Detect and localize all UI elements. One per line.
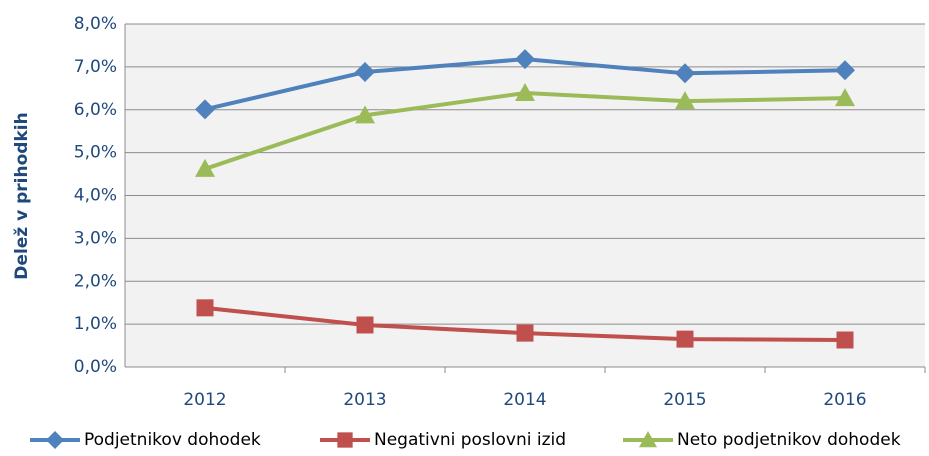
marker [356,316,374,334]
y-tick-label: 3,0% [74,228,117,248]
y-tick-label: 2,0% [74,271,117,291]
legend-label: Neto podjetnikov dohodek [677,430,901,450]
marker [195,158,215,177]
marker [355,105,375,124]
y-tick-label: 6,0% [74,100,117,120]
y-axis-label: Delež v prihodkih [12,112,32,279]
marker [836,331,854,349]
marker [675,91,695,110]
x-tick-label: 2014 [503,390,546,410]
x-tick-label: 2015 [663,390,706,410]
y-tick-label: 7,0% [74,57,117,77]
marker [515,49,535,70]
y-tick-label: 5,0% [74,143,117,163]
marker [675,63,695,84]
x-tick-label: 2013 [343,390,386,410]
marker [195,99,215,120]
y-tick-label: 8,0% [74,14,117,34]
marker [337,432,353,448]
marker [515,83,535,102]
y-tick-label: 1,0% [74,314,117,334]
x-tick-label: 2016 [823,390,866,410]
marker [639,431,657,448]
marker [516,324,534,342]
y-tick-label: 4,0% [74,186,117,206]
legend-label: Negativni poslovni izid [374,430,566,450]
marker [355,62,375,83]
marker [196,299,214,317]
marker [835,88,855,107]
y-tick-label: 0,0% [74,357,117,377]
marker [46,431,64,449]
x-tick-label: 2012 [183,390,226,410]
legend-label: Podjetnikov dohodek [84,430,261,450]
marker [835,60,855,81]
marker [676,330,694,348]
